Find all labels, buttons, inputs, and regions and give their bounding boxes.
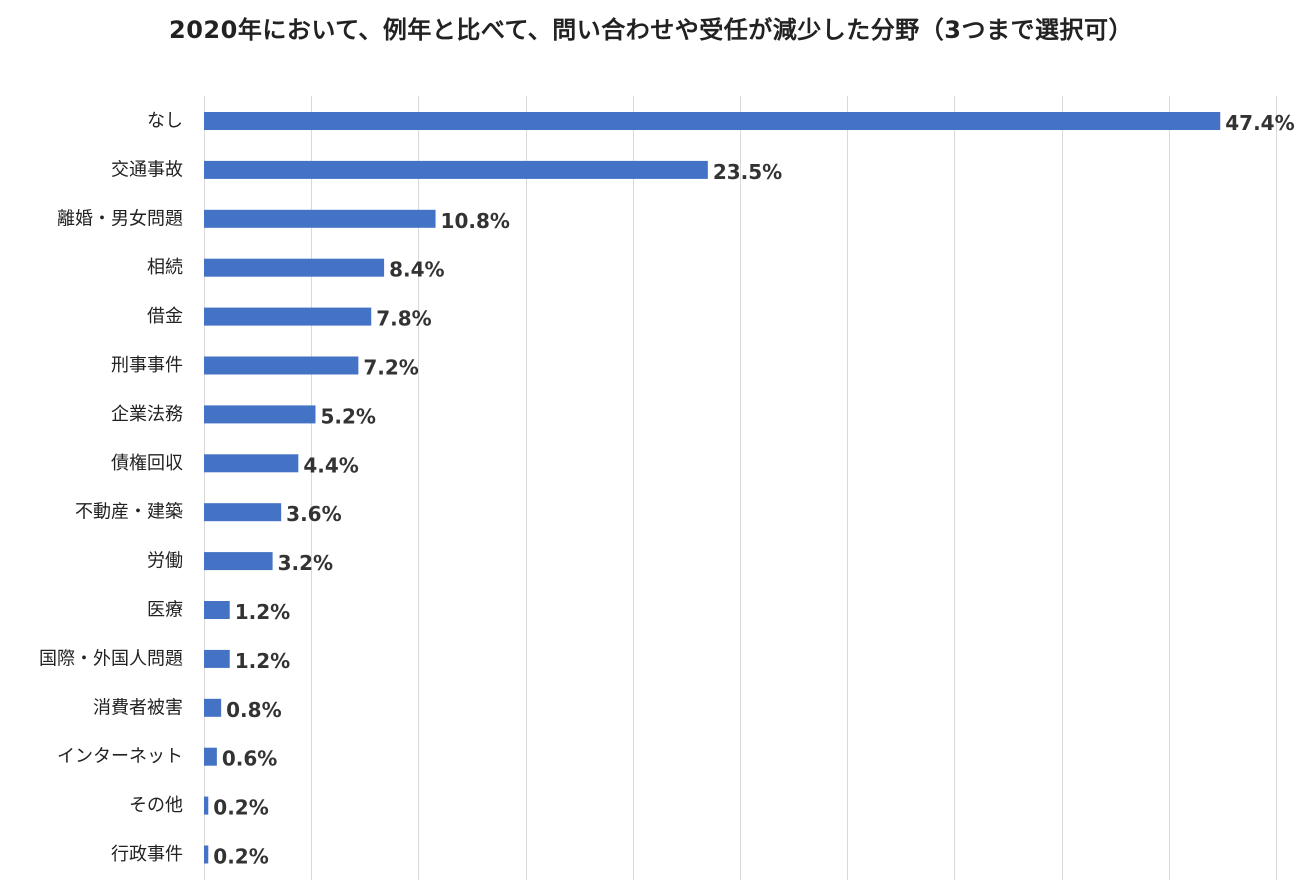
data-label: 0.2% — [213, 845, 268, 869]
category-label: 離婚・男女問題 — [57, 208, 183, 229]
category-label: なし — [147, 111, 183, 132]
data-label: 23.5% — [713, 160, 782, 184]
data-label: 0.6% — [222, 747, 277, 771]
data-label: 5.2% — [320, 404, 375, 428]
category-label: 行政事件 — [111, 844, 183, 865]
data-label: 3.2% — [278, 551, 333, 575]
data-label: 1.2% — [235, 600, 290, 624]
bars — [204, 112, 1221, 864]
bar — [204, 796, 209, 815]
bar — [204, 160, 708, 179]
chart-title: 2020年において、例年と比べて、問い合わせや受任が減少した分野（3つまで選択可… — [169, 16, 1133, 44]
bar — [204, 552, 273, 571]
data-label: 0.8% — [226, 698, 281, 722]
bar — [204, 601, 230, 619]
bar — [204, 845, 209, 864]
data-label: 7.2% — [363, 356, 418, 380]
bar — [204, 307, 372, 326]
category-labels: なし交通事故離婚・男女問題相続借金刑事事件企業法務債権回収不動産・建築労働医療国… — [39, 111, 183, 866]
data-label: 8.4% — [389, 258, 444, 282]
bar — [204, 405, 316, 424]
category-label: 国際・外国人問題 — [39, 648, 183, 669]
category-label: 消費者被害 — [93, 697, 183, 718]
value-labels: 47.4% 23.5% 10.8% 8.4% 7.8% 7.2% 5.2% 4.4% 3.6% 3… — [213, 111, 1294, 869]
bar — [204, 112, 1221, 130]
bar — [204, 209, 436, 228]
bar — [204, 649, 230, 668]
data-label: 1.2% — [235, 649, 290, 673]
data-label: 47.4% — [1225, 111, 1294, 135]
category-label: インターネット — [57, 746, 183, 767]
category-label: 債権回収 — [111, 453, 183, 474]
bar — [204, 503, 282, 522]
data-label: 3.6% — [286, 502, 341, 526]
category-label: 企業法務 — [111, 404, 183, 425]
category-label: 医療 — [147, 600, 183, 621]
bar — [204, 356, 359, 375]
category-label: 不動産・建築 — [75, 502, 183, 523]
category-label: 刑事事件 — [111, 355, 183, 376]
bar — [204, 258, 385, 277]
data-label: 10.8% — [441, 209, 510, 233]
category-label: 労働 — [147, 551, 183, 572]
category-label: 交通事故 — [111, 159, 183, 180]
bar — [204, 698, 222, 717]
data-label: 4.4% — [303, 453, 358, 477]
bar — [204, 454, 299, 473]
category-label: 借金 — [147, 306, 183, 327]
bar — [204, 747, 217, 766]
category-label: その他 — [129, 795, 183, 816]
data-label: 7.8% — [376, 307, 431, 331]
category-label: 相続 — [147, 257, 183, 278]
data-label: 0.2% — [213, 796, 268, 820]
